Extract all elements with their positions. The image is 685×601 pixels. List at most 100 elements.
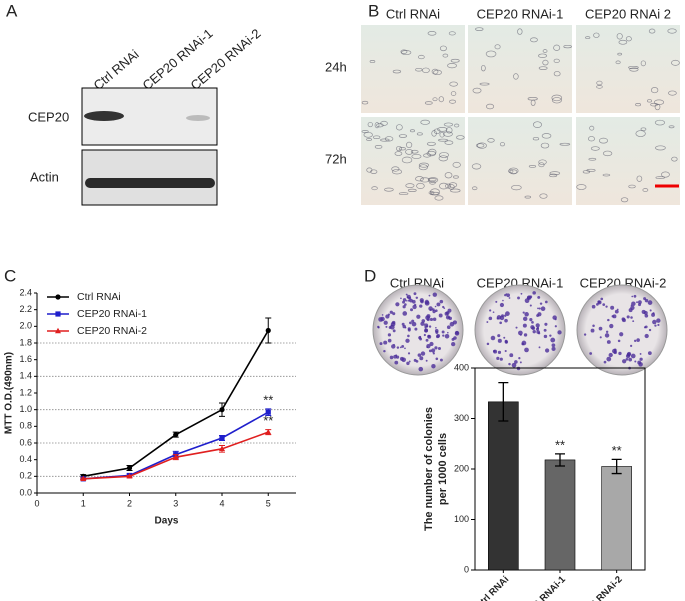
cell (628, 65, 639, 69)
colony (647, 351, 652, 356)
point (265, 428, 272, 435)
cell (400, 49, 408, 54)
cell (616, 33, 623, 40)
colony (532, 291, 536, 295)
cell (540, 142, 550, 149)
point (265, 327, 271, 334)
cell (513, 73, 519, 80)
colony (412, 304, 417, 310)
colony (381, 314, 384, 316)
column-label: CEP20 RNAi 2 (585, 6, 671, 21)
cell (453, 175, 459, 179)
cell (374, 145, 383, 149)
colony (425, 315, 430, 321)
plate (372, 284, 464, 376)
colony (509, 353, 514, 358)
colony (589, 352, 593, 355)
colony (432, 317, 437, 322)
cell (361, 100, 369, 105)
error-bar (498, 381, 509, 422)
cell (538, 53, 548, 58)
colony (656, 318, 661, 323)
plate (576, 284, 668, 376)
cell (551, 94, 563, 102)
cell (419, 177, 430, 183)
cell (447, 63, 457, 69)
cell (596, 80, 603, 86)
colony (504, 349, 507, 353)
colony (499, 302, 505, 308)
cell (524, 195, 532, 199)
cell (576, 184, 587, 190)
y-tick-label: 1.4 (19, 371, 32, 381)
colony (529, 318, 533, 322)
colony (628, 357, 633, 362)
colony (608, 352, 613, 358)
x-tick-label: 0 (34, 498, 39, 508)
cell (449, 81, 458, 87)
cell (485, 50, 497, 58)
point (126, 465, 133, 471)
cell (384, 187, 394, 192)
cell (405, 141, 413, 149)
y-tick-label: 0.2 (19, 471, 32, 481)
cell (668, 90, 677, 96)
colony (392, 312, 396, 316)
plate (474, 284, 566, 376)
colony (522, 316, 528, 322)
cell (541, 133, 552, 139)
colony (406, 299, 408, 302)
colony (529, 295, 533, 299)
colony (633, 294, 637, 298)
y-tick-label: 0.0 (19, 487, 32, 497)
cell (647, 99, 652, 103)
cell (363, 131, 373, 138)
plates (372, 284, 668, 376)
cell (476, 142, 487, 149)
colony (414, 303, 417, 306)
colony (402, 324, 406, 329)
colony (447, 331, 449, 334)
cell (671, 156, 678, 162)
colony (538, 346, 541, 349)
cell (654, 103, 661, 111)
y-axis-label: MTT O.D.(490nm) (4, 352, 15, 434)
y-axis-label: The number of colonies (423, 407, 435, 531)
colony (416, 314, 421, 319)
colony (633, 339, 637, 343)
cell (549, 173, 558, 178)
colony (451, 337, 455, 341)
cell (598, 137, 608, 144)
colony (614, 309, 619, 314)
colony (520, 292, 523, 295)
cell (366, 138, 373, 141)
cell (642, 188, 649, 192)
cell (582, 170, 591, 174)
colony (439, 299, 444, 304)
band (186, 115, 210, 121)
colony (389, 355, 394, 360)
colony (590, 328, 595, 333)
colony (497, 338, 502, 343)
cell (640, 60, 646, 67)
micrographs (361, 25, 680, 205)
colony (605, 305, 608, 308)
cell (542, 59, 549, 66)
colony (515, 326, 518, 329)
colony (523, 333, 528, 337)
cell (551, 97, 562, 104)
cell (538, 159, 547, 165)
colony (531, 321, 534, 324)
cell (398, 192, 409, 196)
cell (636, 175, 643, 182)
colony (407, 328, 411, 332)
cell (374, 122, 380, 129)
cell (442, 53, 449, 58)
colony (543, 334, 548, 339)
colony (488, 316, 493, 321)
colony (425, 338, 429, 342)
cell (530, 37, 538, 43)
colony (524, 347, 529, 353)
colony (405, 338, 410, 343)
